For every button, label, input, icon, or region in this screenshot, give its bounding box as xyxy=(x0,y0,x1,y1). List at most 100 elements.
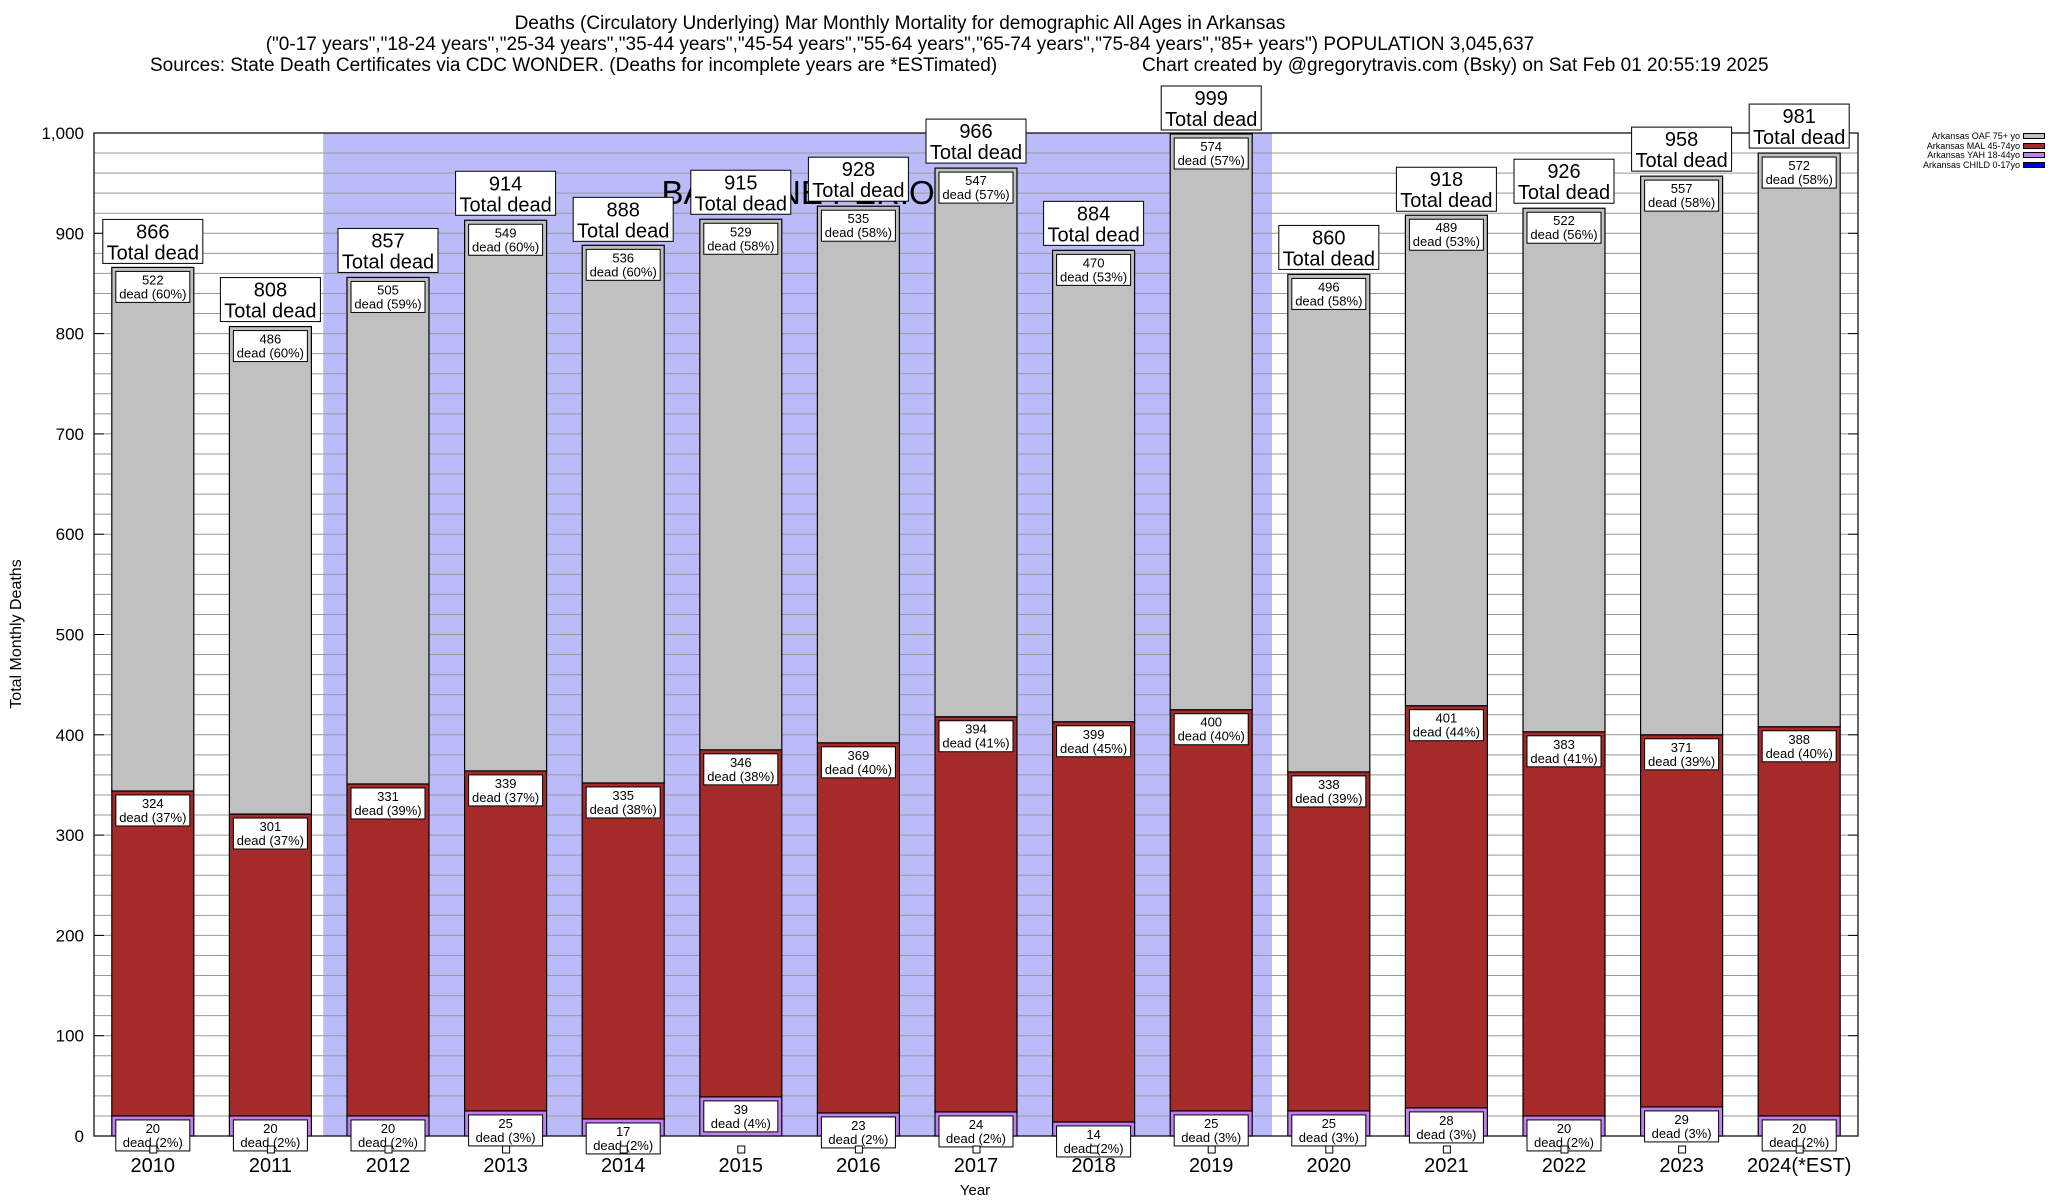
segment-value-label: 25 xyxy=(1322,1116,1336,1131)
bar-segment xyxy=(1169,133,1253,711)
bar-segment xyxy=(1757,726,1841,1117)
segment-value-label: 20 xyxy=(381,1121,395,1136)
segment-value-label: 394 xyxy=(965,722,987,737)
segment-value-label: 572 xyxy=(1788,158,1810,173)
y-tick-label: 200 xyxy=(56,926,84,945)
x-tick-label: 2018 xyxy=(1071,1155,1116,1177)
segment-value-label: 399 xyxy=(1083,727,1105,742)
total-label-box xyxy=(1631,126,1733,172)
x-tick-label: 2019 xyxy=(1189,1155,1234,1177)
segment-value-label: 470 xyxy=(1083,255,1105,270)
total-value-label: 866 xyxy=(136,221,169,243)
total-value-label: 958 xyxy=(1665,129,1698,151)
total-label-box xyxy=(807,156,909,202)
x-tick-label: 2023 xyxy=(1659,1155,1704,1177)
bar-segment xyxy=(934,167,1018,718)
segment-value-label: 400 xyxy=(1200,715,1222,730)
y-tick-label: 0 xyxy=(75,1127,84,1146)
segment-pct-label: dead (60%) xyxy=(472,239,539,254)
segment-label-box xyxy=(1173,137,1249,170)
y-tick-label: 600 xyxy=(56,525,84,544)
total-suffix-label: Total dead xyxy=(224,301,316,323)
y-tick-label: 700 xyxy=(56,425,84,444)
segment-pct-label: dead (3%) xyxy=(1181,1130,1241,1145)
segment-pct-label: dead (2%) xyxy=(358,1135,418,1150)
segment-value-label: 324 xyxy=(142,796,164,811)
x-tick-label: 2017 xyxy=(954,1155,999,1177)
segment-value-label: 369 xyxy=(848,748,870,763)
segment-label-box xyxy=(115,794,191,827)
total-value-label: 808 xyxy=(254,280,287,302)
segment-pct-label: dead (56%) xyxy=(1530,227,1597,242)
total-suffix-label: Total dead xyxy=(1635,150,1727,172)
x-tick-label: 2015 xyxy=(719,1155,764,1177)
total-label-box xyxy=(572,196,674,242)
legend-item: Arkansas YAH 18-44yo xyxy=(1880,150,2045,160)
segment-pct-label: dead (57%) xyxy=(1178,153,1245,168)
segment-label-box xyxy=(820,209,896,242)
y-tick-label: 1,000 xyxy=(41,124,84,143)
total-label-box xyxy=(102,218,204,264)
bar-segment xyxy=(816,205,901,744)
chart-subtitle: ("0-17 years","18-24 years","25-34 years… xyxy=(265,34,1535,55)
segment-pct-label: dead (39%) xyxy=(354,803,421,818)
segment-pct-label: dead (57%) xyxy=(942,187,1009,202)
segment-label-box xyxy=(1526,211,1602,244)
bar-segment xyxy=(699,749,783,1098)
bar-segment xyxy=(1639,734,1724,1108)
segment-label-box xyxy=(703,753,779,786)
segment-pct-label: dead (53%) xyxy=(1060,269,1127,284)
segment-label-box xyxy=(350,280,426,313)
bar-segment xyxy=(934,716,1018,1113)
segment-pct-label: dead (40%) xyxy=(825,762,892,777)
total-suffix-label: Total dead xyxy=(342,251,434,273)
segment-pct-label: dead (2%) xyxy=(1534,1135,1594,1150)
bar-segment xyxy=(111,266,195,792)
segment-pct-label: dead (37%) xyxy=(119,810,186,825)
chart-sources: Sources: State Death Certificates via CD… xyxy=(150,55,998,76)
segment-pct-label: dead (60%) xyxy=(119,286,186,301)
segment-value-label: 388 xyxy=(1788,732,1810,747)
segment-pct-label: dead (60%) xyxy=(237,346,304,361)
bar-segment xyxy=(1522,207,1606,733)
segment-pct-label: dead (38%) xyxy=(590,802,657,817)
segment-value-label: 339 xyxy=(495,776,517,791)
y-axis-title: Total Monthly Deaths xyxy=(8,559,25,708)
total-suffix-label: Total dead xyxy=(1283,248,1375,270)
child-series-marker xyxy=(1207,1145,1216,1154)
bar-segment xyxy=(816,742,901,1114)
segment-value-label: 28 xyxy=(1439,1113,1453,1128)
segment-label-box xyxy=(1408,218,1484,251)
segment-label-box xyxy=(232,330,308,363)
segment-label-box xyxy=(585,248,661,281)
segment-value-label: 25 xyxy=(498,1116,512,1131)
segment-label-box xyxy=(468,774,544,807)
x-tick-label: 2021 xyxy=(1424,1155,1469,1177)
bar-segment xyxy=(346,276,430,785)
total-label-box xyxy=(219,277,321,323)
segment-value-label: 23 xyxy=(851,1118,865,1133)
legend-swatch xyxy=(2023,161,2045,168)
y-tick-label: 500 xyxy=(56,626,84,645)
segment-value-label: 489 xyxy=(1436,220,1458,235)
child-series-marker xyxy=(1442,1145,1451,1154)
segment-label-box xyxy=(1291,775,1367,808)
segment-label-box xyxy=(1408,709,1484,742)
segment-value-label: 29 xyxy=(1674,1112,1688,1127)
segment-value-label: 39 xyxy=(734,1102,748,1117)
total-suffix-label: Total dead xyxy=(1753,127,1845,149)
segment-pct-label: dead (60%) xyxy=(590,264,657,279)
segment-label-box xyxy=(938,1115,1014,1148)
x-tick-label: 2011 xyxy=(249,1155,292,1177)
bar-segment xyxy=(228,325,312,815)
x-tick-label: 2022 xyxy=(1542,1155,1587,1177)
total-label-box xyxy=(1160,85,1262,131)
total-suffix-label: Total dead xyxy=(107,242,199,264)
total-label-box xyxy=(1748,103,1850,149)
segment-value-label: 335 xyxy=(612,788,634,803)
total-value-label: 914 xyxy=(489,173,522,195)
bar-segment xyxy=(111,790,195,1117)
bar-segment xyxy=(1639,175,1724,736)
x-axis-title: Year xyxy=(960,1182,990,1199)
segment-pct-label: dead (3%) xyxy=(1299,1130,1359,1145)
